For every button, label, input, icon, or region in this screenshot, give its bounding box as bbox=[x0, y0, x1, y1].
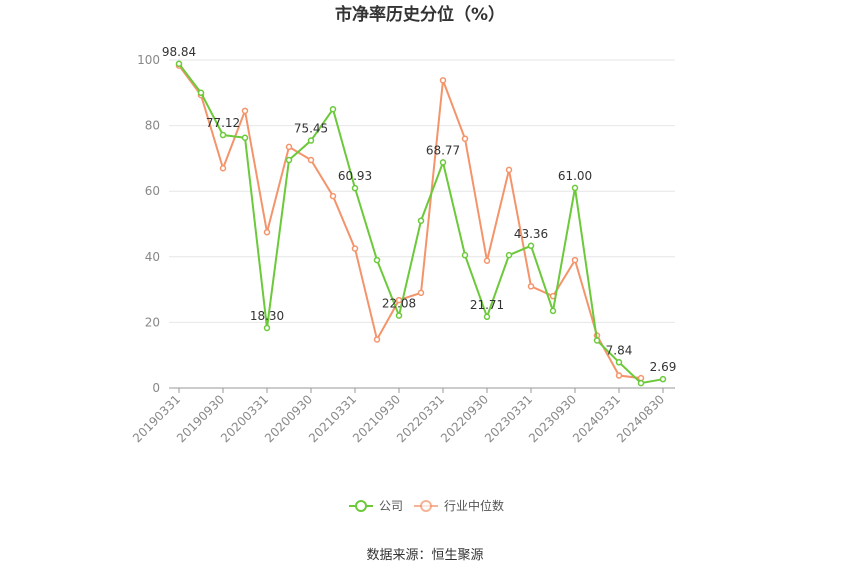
point-company[interactable] bbox=[197, 89, 205, 97]
source-note: 数据来源：恒生聚源 bbox=[366, 548, 483, 563]
point-company[interactable] bbox=[175, 60, 183, 68]
point-company[interactable] bbox=[329, 105, 337, 113]
point-company[interactable] bbox=[417, 217, 425, 224]
point-company[interactable] bbox=[615, 359, 623, 366]
point-company[interactable] bbox=[527, 242, 535, 250]
point-company[interactable] bbox=[263, 324, 271, 332]
point-industry-median[interactable] bbox=[439, 77, 447, 84]
point-industry-median[interactable] bbox=[615, 372, 623, 379]
data-label: 75.45 bbox=[294, 122, 328, 136]
point-industry-median[interactable] bbox=[263, 228, 271, 236]
data-labels: 98.84 77.12 18.30 75.45 60.93 22.08 68.77 21.71… bbox=[162, 45, 677, 374]
y-axis: 0 20 40 60 80 100 bbox=[137, 53, 160, 395]
legend-item-company[interactable]: 公司 bbox=[349, 499, 403, 513]
y-tick-label: 20 bbox=[145, 315, 160, 329]
point-industry-median[interactable] bbox=[417, 289, 425, 297]
point-company[interactable] bbox=[549, 307, 557, 315]
y-tick-label: 80 bbox=[145, 119, 160, 133]
grid bbox=[169, 59, 675, 323]
data-label: 61.00 bbox=[558, 169, 592, 183]
legend-company-label: 公司 bbox=[379, 499, 403, 513]
point-company[interactable] bbox=[571, 184, 579, 192]
chart-title: 市净率历史分位（%） bbox=[335, 4, 505, 25]
point-industry-median[interactable] bbox=[329, 192, 337, 200]
data-label: 98.84 bbox=[162, 45, 196, 59]
x-axis: 2019033120190930202003312020093020210331… bbox=[130, 387, 675, 445]
point-company[interactable] bbox=[219, 131, 227, 139]
data-label: 2.69 bbox=[650, 360, 677, 374]
data-label: 18.30 bbox=[250, 309, 284, 323]
series-layer bbox=[175, 60, 667, 387]
legend-company-marker bbox=[355, 500, 367, 512]
point-company[interactable] bbox=[637, 379, 645, 387]
data-label: 22.08 bbox=[382, 297, 416, 311]
point-industry-median[interactable] bbox=[483, 257, 491, 264]
data-label: 21.71 bbox=[470, 298, 504, 312]
y-tick-label: 60 bbox=[145, 184, 160, 198]
point-company[interactable] bbox=[461, 251, 469, 259]
point-industry-median[interactable] bbox=[527, 283, 535, 290]
point-industry-median[interactable] bbox=[219, 164, 227, 172]
point-industry-median[interactable] bbox=[241, 107, 249, 115]
point-company[interactable] bbox=[483, 313, 491, 321]
legend[interactable]: 公司 行业中位数 bbox=[349, 498, 504, 513]
y-tick-label: 40 bbox=[145, 250, 160, 264]
point-industry-median[interactable] bbox=[571, 256, 579, 264]
point-industry-median[interactable] bbox=[307, 156, 315, 164]
y-tick-label: 0 bbox=[152, 381, 160, 395]
data-label: 77.12 bbox=[206, 116, 240, 130]
point-industry-median[interactable] bbox=[461, 135, 469, 142]
legend-item-industry-median[interactable]: 行业中位数 bbox=[414, 498, 504, 513]
point-company[interactable] bbox=[659, 375, 667, 383]
point-company[interactable] bbox=[351, 184, 359, 192]
series-line-industry-median bbox=[178, 64, 642, 380]
point-industry-median[interactable] bbox=[395, 296, 403, 304]
point-company[interactable] bbox=[593, 337, 601, 344]
point-company[interactable] bbox=[395, 312, 403, 319]
point-industry-median[interactable] bbox=[373, 336, 381, 343]
x-tick-label: 20240830 bbox=[614, 392, 667, 445]
data-label: 7.84 bbox=[606, 343, 633, 357]
point-company[interactable] bbox=[373, 256, 381, 264]
data-label: 68.77 bbox=[426, 143, 460, 157]
y-tick-label: 100 bbox=[137, 53, 160, 67]
point-company[interactable] bbox=[241, 134, 249, 141]
point-company[interactable] bbox=[505, 251, 513, 259]
point-industry-median[interactable] bbox=[285, 143, 293, 151]
legend-industry-label: 行业中位数 bbox=[444, 498, 504, 513]
point-industry-median[interactable] bbox=[505, 166, 513, 174]
point-company[interactable] bbox=[307, 137, 315, 144]
point-company[interactable] bbox=[439, 159, 447, 166]
legend-industry-marker bbox=[420, 500, 432, 512]
point-company[interactable] bbox=[285, 156, 293, 164]
data-label: 60.93 bbox=[338, 169, 372, 183]
data-label: 43.36 bbox=[514, 227, 548, 241]
point-industry-median[interactable] bbox=[351, 245, 359, 252]
